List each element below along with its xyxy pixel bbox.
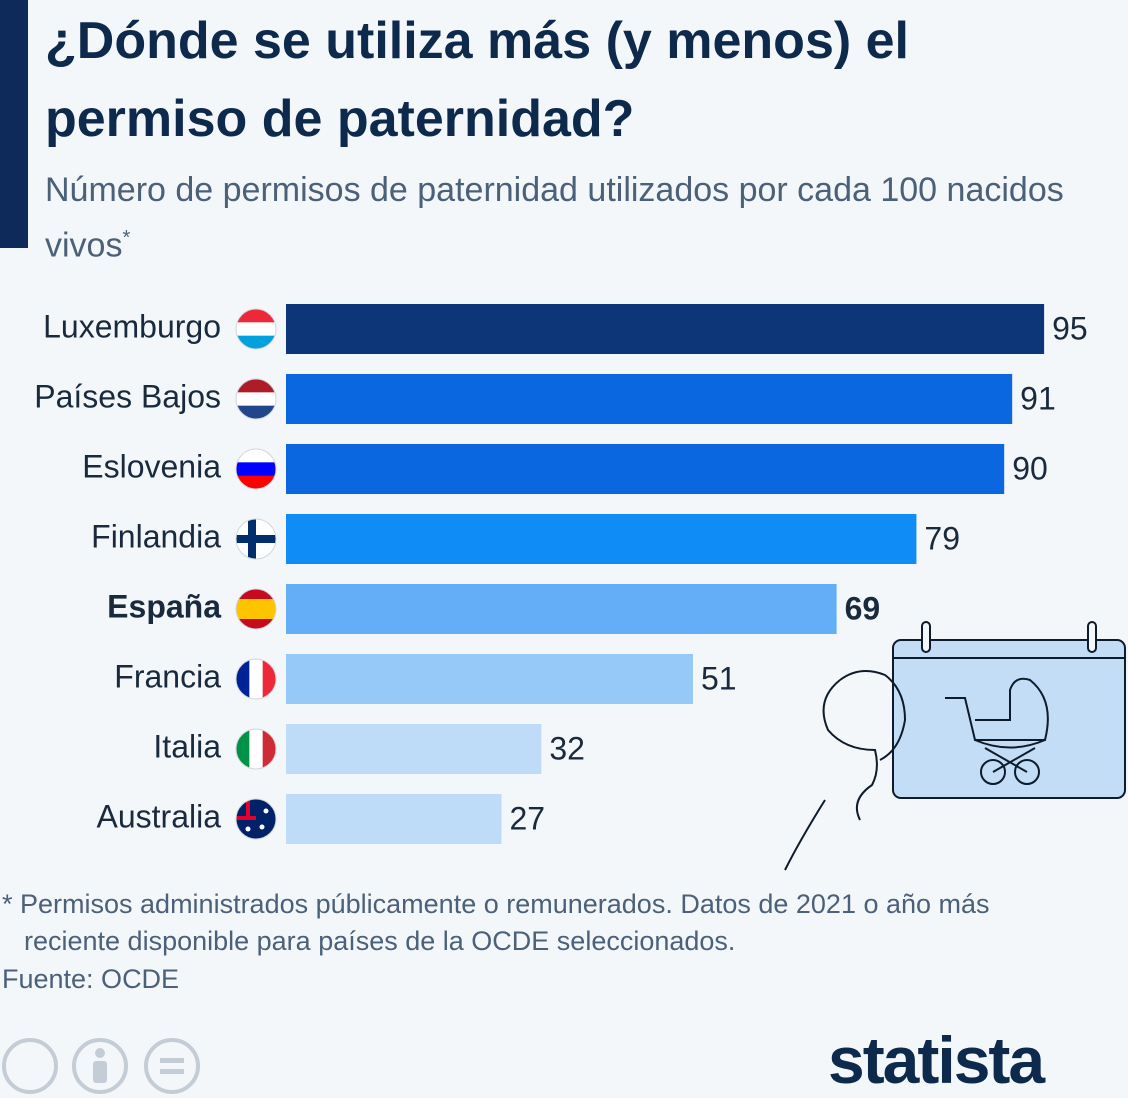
- value-label: 51: [701, 660, 737, 696]
- chart: Luxemburgo 95 Países Bajos 91 Eslovenia 90 Fin…: [34, 304, 1126, 871]
- flag: [236, 729, 276, 769]
- value-label: 79: [924, 520, 960, 556]
- bar: [286, 584, 837, 634]
- flag-star: [245, 826, 251, 832]
- flag-stripe: [236, 589, 276, 600]
- flag-border: [235, 588, 277, 630]
- flag: [236, 589, 276, 629]
- chart-subtitle: Número de permisos de paternidad utiliza…: [45, 166, 1085, 269]
- flag-stripe: [262, 729, 276, 769]
- value-label: 32: [549, 730, 585, 766]
- category-label: Luxemburgo: [43, 308, 221, 344]
- subtitle-marker: *: [122, 227, 131, 249]
- flag: [236, 799, 276, 839]
- value-label: 27: [509, 800, 545, 836]
- flag-stripe: [236, 462, 276, 477]
- category-label: Australia: [97, 798, 222, 834]
- flag-stripe: [236, 475, 276, 489]
- flag-stripe: [249, 659, 264, 699]
- category-label: Finlandia: [91, 518, 221, 554]
- flag-stripe: [249, 729, 264, 769]
- bar: [286, 374, 1013, 424]
- flag-stripe: [236, 309, 276, 323]
- illustration: [784, 621, 1126, 871]
- value-label: 69: [845, 590, 881, 626]
- subtitle-text: Número de permisos de paternidad utiliza…: [45, 171, 1064, 265]
- bar: [286, 654, 693, 704]
- flag-stripe: [262, 659, 276, 699]
- flag-cross: [248, 519, 256, 559]
- category-label: España: [107, 588, 221, 624]
- flag-stripe: [236, 405, 276, 419]
- category-label: Países Bajos: [34, 378, 221, 414]
- flag-border: [235, 728, 277, 770]
- category-label: Eslovenia: [82, 448, 221, 484]
- category-label: Francia: [114, 658, 221, 694]
- flag-border: [235, 658, 277, 700]
- accent-bar: [0, 0, 28, 248]
- flag-stripe: [236, 449, 276, 463]
- bar: [286, 444, 1005, 494]
- flag: [236, 519, 276, 559]
- value-label: 91: [1020, 380, 1056, 416]
- flag: [236, 659, 276, 699]
- flag-border: [235, 378, 277, 420]
- flag-stripe: [236, 609, 276, 620]
- value-label: 95: [1052, 310, 1088, 346]
- flag-stripe: [236, 729, 250, 769]
- flag-stripe: [236, 659, 250, 699]
- flag: [236, 309, 276, 349]
- brand-logo: statista: [828, 1023, 1045, 1097]
- value-label: 90: [1012, 450, 1048, 486]
- flag-star: [263, 808, 269, 814]
- flag-star: [259, 824, 265, 830]
- flag-stripe: [236, 599, 276, 610]
- flag-union: [246, 799, 250, 819]
- flag-stripe: [236, 619, 276, 629]
- flag: [236, 379, 276, 419]
- footnote: * Permisos administrados públicamente o …: [2, 889, 990, 956]
- bar: [286, 724, 542, 774]
- flag: [236, 449, 276, 489]
- bar: [286, 304, 1045, 354]
- flag-stripe: [236, 335, 276, 349]
- flag-border: [235, 308, 277, 350]
- bar: [286, 514, 917, 564]
- flag-stripe: [236, 392, 276, 407]
- flag-border: [235, 518, 277, 560]
- category-label: Italia: [153, 728, 221, 764]
- source: Fuente: OCDE: [2, 964, 180, 994]
- license-icons: [2, 1038, 200, 1094]
- chart-title: ¿Dónde se utiliza más (y menos) el permi…: [45, 12, 909, 148]
- flag-border: [235, 798, 277, 840]
- flag-stripe: [236, 322, 276, 337]
- flag-border: [235, 448, 277, 490]
- flag-stripe: [236, 379, 276, 393]
- bar: [286, 794, 502, 844]
